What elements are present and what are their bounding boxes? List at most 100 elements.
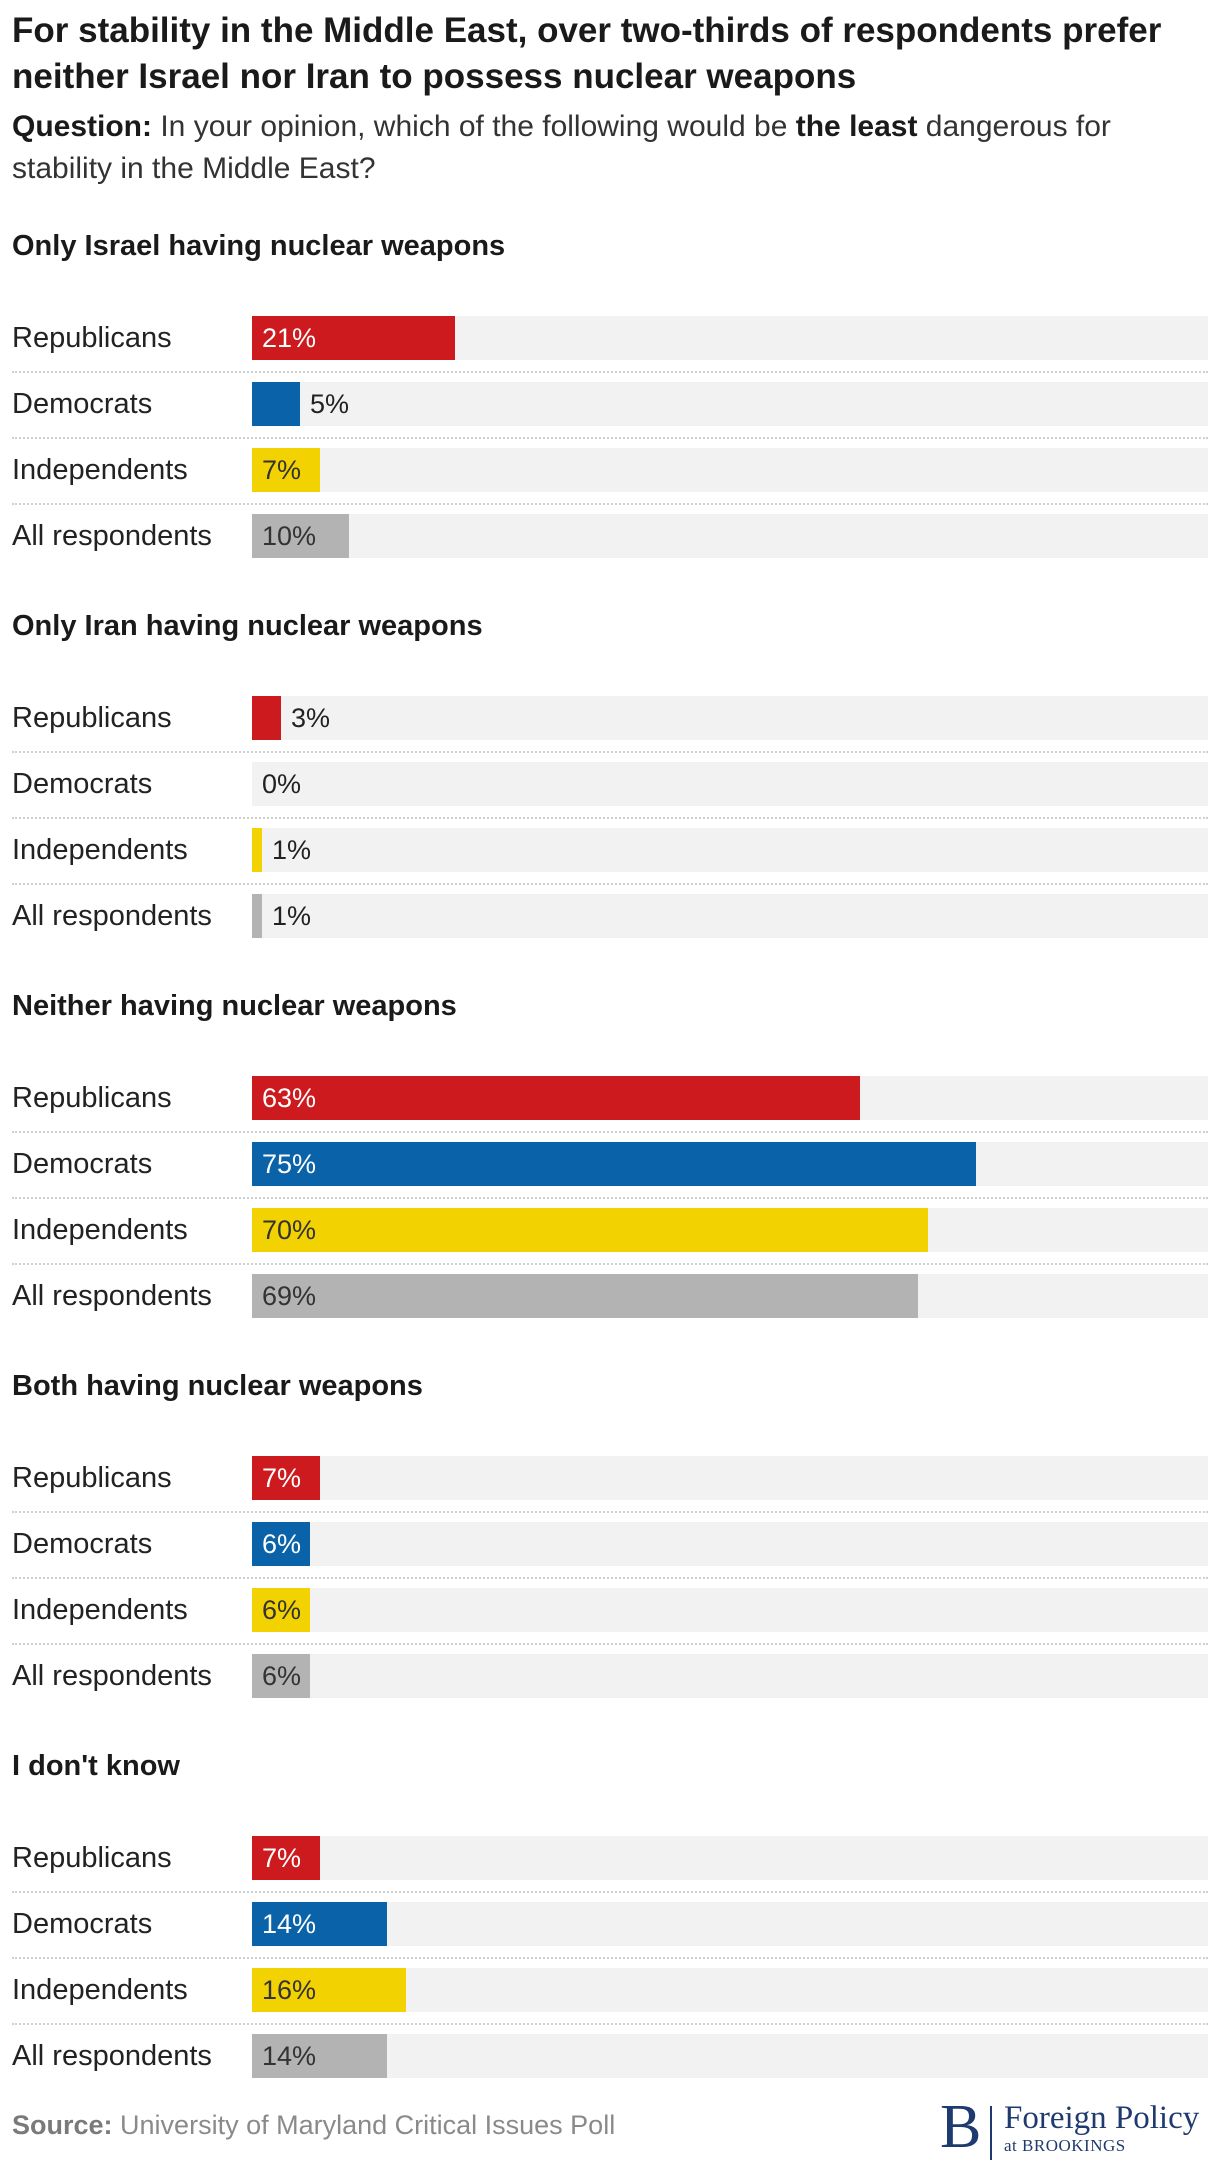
- data-label: 6%: [262, 1661, 302, 1691]
- data-label: 6%: [262, 1529, 302, 1559]
- bar: [252, 1588, 310, 1632]
- bar: [252, 1902, 387, 1946]
- data-label: 14%: [262, 2041, 317, 2071]
- row-separator: [12, 1891, 1208, 1893]
- row-separator: [12, 437, 1208, 439]
- data-label: 14%: [262, 1909, 317, 1939]
- bar-track: [252, 1836, 1208, 1880]
- question-label: Question:: [12, 110, 152, 143]
- data-label: 3%: [291, 703, 331, 733]
- data-label: 0%: [262, 769, 302, 799]
- category-label: Independents: [12, 834, 188, 866]
- bar-track: [252, 828, 1208, 872]
- question-text-post: dangerous for stability in the Middle Ea…: [12, 110, 1111, 185]
- bar: [252, 316, 455, 360]
- row-separator: [12, 1511, 1208, 1513]
- row-separator: [12, 1197, 1208, 1199]
- category-label: Democrats: [12, 1148, 153, 1180]
- bar: [252, 1654, 310, 1698]
- row-separator: [12, 2023, 1208, 2025]
- category-label: All respondents: [12, 2040, 212, 2072]
- logo-divider: [990, 2106, 992, 2160]
- chart-subtitle: Question: In your opinion, which of the …: [12, 106, 1202, 190]
- row-separator: [12, 1131, 1208, 1133]
- bar-track: [252, 382, 1208, 426]
- row-separator: [12, 817, 1208, 819]
- bar: [252, 1836, 320, 1880]
- bar: [252, 1142, 976, 1186]
- bar-track: [252, 1456, 1208, 1500]
- source-text: University of Maryland Critical Issues P…: [120, 2110, 616, 2140]
- question-text-pre: In your opinion, which of the following …: [152, 110, 796, 143]
- logo-letter: B: [940, 2093, 982, 2161]
- bar-track: [252, 1588, 1208, 1632]
- category-label: All respondents: [12, 1660, 212, 1692]
- row-separator: [12, 751, 1208, 753]
- bar-track: [252, 448, 1208, 492]
- source-note: Source: University of Maryland Critical …: [12, 2110, 615, 2141]
- bar: [252, 2034, 387, 2078]
- category-label: Independents: [12, 454, 188, 486]
- category-label: Republicans: [12, 322, 172, 354]
- data-label: 7%: [262, 455, 302, 485]
- row-separator: [12, 1577, 1208, 1579]
- category-label: Independents: [12, 1974, 188, 2006]
- category-label: Republicans: [12, 1842, 172, 1874]
- group-title: Only Iran having nuclear weapons: [12, 610, 483, 642]
- bar: [252, 448, 320, 492]
- row-separator: [12, 1643, 1208, 1645]
- group-title: Only Israel having nuclear weapons: [12, 230, 506, 262]
- category-label: Republicans: [12, 1082, 172, 1114]
- bar: [252, 514, 349, 558]
- bar: [252, 1456, 320, 1500]
- row-separator: [12, 371, 1208, 373]
- bar-track: [252, 514, 1208, 558]
- category-label: Democrats: [12, 1908, 153, 1940]
- data-label: 16%: [262, 1975, 317, 2005]
- brookings-logo: B Foreign Policy at BROOKINGS: [940, 2094, 1210, 2162]
- logo-line-2: at BROOKINGS: [1004, 2136, 1126, 2155]
- category-label: Independents: [12, 1214, 188, 1246]
- bar: [252, 1208, 928, 1252]
- bar: [252, 382, 300, 426]
- bar-track: [252, 1654, 1208, 1698]
- data-label: 1%: [272, 835, 312, 865]
- category-label: Republicans: [12, 702, 172, 734]
- source-label: Source:: [12, 2110, 113, 2140]
- question-text-bold: the least: [795, 110, 918, 143]
- data-label: 10%: [262, 521, 317, 551]
- bar: [252, 1274, 918, 1318]
- data-label: 63%: [262, 1083, 317, 1113]
- bar: [252, 894, 262, 938]
- data-label: 75%: [262, 1149, 317, 1179]
- data-label: 7%: [262, 1843, 302, 1873]
- data-label: 1%: [272, 901, 312, 931]
- bar-track: [252, 2034, 1208, 2078]
- bar: [252, 1522, 310, 1566]
- bar-track: [252, 696, 1208, 740]
- bar-track: [252, 1902, 1208, 1946]
- category-label: Democrats: [12, 768, 153, 800]
- row-separator: [12, 1263, 1208, 1265]
- bar-track: [252, 894, 1208, 938]
- group-title: Neither having nuclear weapons: [12, 990, 457, 1022]
- category-label: Independents: [12, 1594, 188, 1626]
- data-label: 7%: [262, 1463, 302, 1493]
- bar: [252, 1076, 860, 1120]
- group-title: I don't know: [12, 1750, 180, 1782]
- bar: [252, 828, 262, 872]
- row-separator: [12, 883, 1208, 885]
- category-label: Democrats: [12, 388, 153, 420]
- logo-line-1: Foreign Policy: [1004, 2100, 1200, 2136]
- bar-track: [252, 1522, 1208, 1566]
- category-label: Democrats: [12, 1528, 153, 1560]
- data-label: 21%: [262, 323, 317, 353]
- bar-track: [252, 762, 1208, 806]
- bar: [252, 1968, 406, 2012]
- bar: [252, 696, 281, 740]
- row-separator: [12, 1957, 1208, 1959]
- data-label: 5%: [310, 389, 350, 419]
- data-label: 6%: [262, 1595, 302, 1625]
- category-label: All respondents: [12, 1280, 212, 1312]
- data-label: 69%: [262, 1281, 317, 1311]
